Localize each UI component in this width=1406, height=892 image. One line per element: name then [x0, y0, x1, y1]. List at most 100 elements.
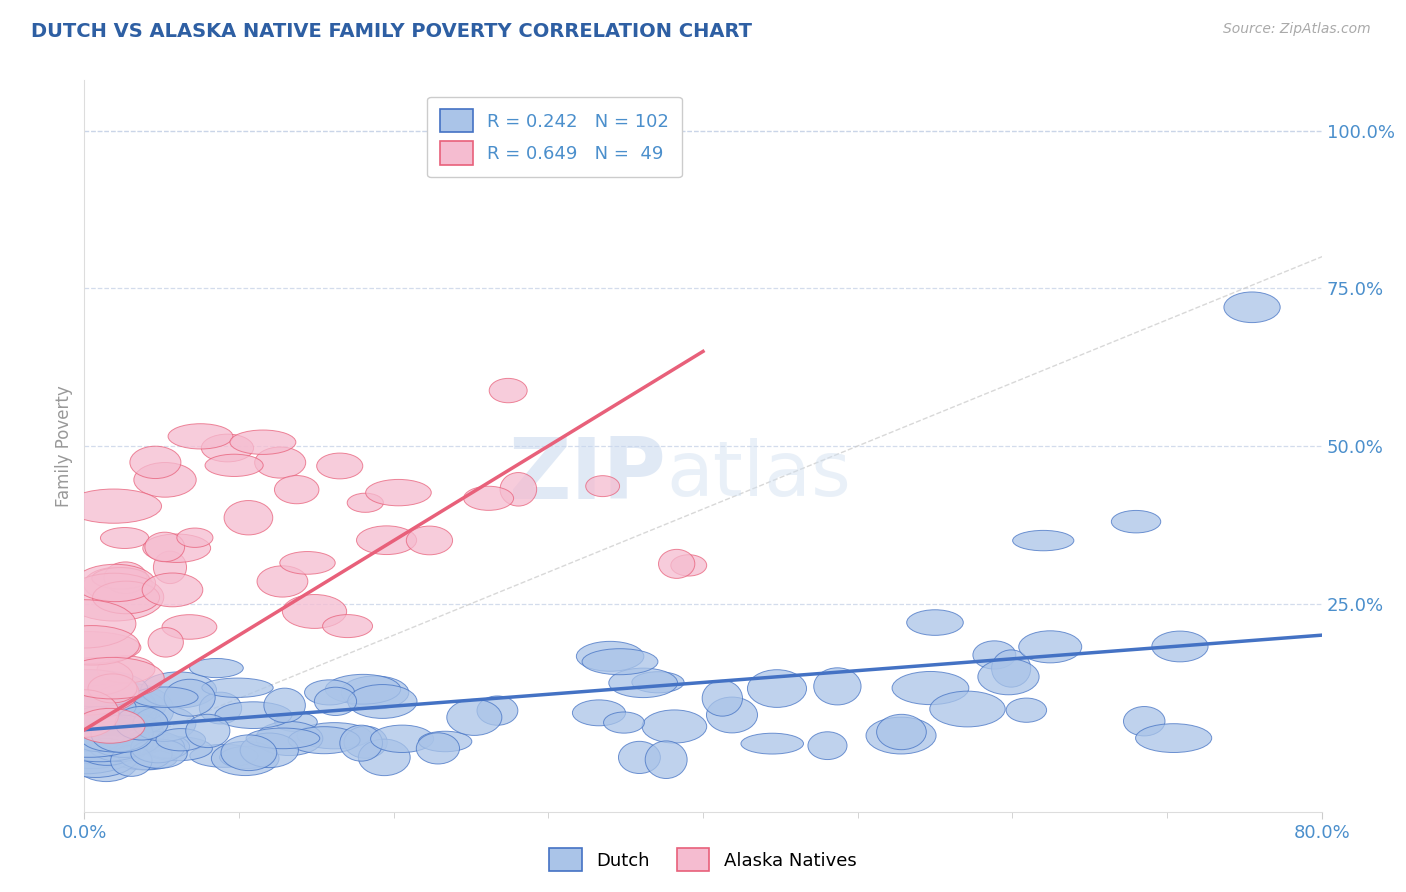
- Ellipse shape: [131, 731, 184, 763]
- Ellipse shape: [359, 739, 411, 776]
- Ellipse shape: [501, 473, 537, 506]
- Ellipse shape: [876, 714, 927, 749]
- Ellipse shape: [814, 668, 860, 705]
- Ellipse shape: [609, 668, 678, 698]
- Ellipse shape: [41, 703, 149, 751]
- Ellipse shape: [75, 708, 145, 743]
- Ellipse shape: [37, 632, 141, 664]
- Ellipse shape: [162, 615, 217, 640]
- Ellipse shape: [65, 574, 163, 621]
- Ellipse shape: [631, 672, 685, 693]
- Ellipse shape: [134, 463, 197, 497]
- Ellipse shape: [447, 699, 502, 735]
- Ellipse shape: [215, 702, 292, 729]
- Ellipse shape: [51, 690, 120, 738]
- Ellipse shape: [297, 723, 373, 749]
- Ellipse shape: [340, 725, 382, 761]
- Ellipse shape: [77, 734, 136, 765]
- Ellipse shape: [240, 733, 298, 768]
- Ellipse shape: [143, 534, 211, 563]
- Ellipse shape: [75, 565, 156, 602]
- Ellipse shape: [929, 691, 1005, 727]
- Ellipse shape: [201, 434, 253, 462]
- Ellipse shape: [44, 697, 131, 734]
- Ellipse shape: [1223, 292, 1281, 323]
- Ellipse shape: [86, 725, 169, 756]
- Ellipse shape: [741, 733, 803, 754]
- Ellipse shape: [808, 731, 846, 760]
- Legend: R = 0.242   N = 102, R = 0.649   N =  49: R = 0.242 N = 102, R = 0.649 N = 49: [427, 96, 682, 178]
- Ellipse shape: [84, 567, 152, 601]
- Ellipse shape: [141, 672, 217, 708]
- Ellipse shape: [1123, 706, 1166, 736]
- Ellipse shape: [658, 549, 695, 578]
- Ellipse shape: [991, 650, 1031, 687]
- Ellipse shape: [246, 728, 319, 748]
- Ellipse shape: [96, 707, 157, 751]
- Ellipse shape: [177, 528, 212, 548]
- Ellipse shape: [65, 695, 149, 726]
- Ellipse shape: [86, 721, 153, 762]
- Ellipse shape: [84, 711, 165, 757]
- Ellipse shape: [406, 526, 453, 555]
- Ellipse shape: [1152, 631, 1208, 662]
- Ellipse shape: [165, 680, 215, 716]
- Ellipse shape: [186, 714, 231, 747]
- Ellipse shape: [254, 447, 305, 478]
- Ellipse shape: [315, 687, 357, 715]
- Ellipse shape: [274, 713, 318, 731]
- Ellipse shape: [280, 551, 335, 574]
- Legend: Dutch, Alaska Natives: Dutch, Alaska Natives: [543, 841, 863, 879]
- Ellipse shape: [73, 739, 139, 781]
- Ellipse shape: [42, 670, 148, 706]
- Ellipse shape: [576, 641, 644, 672]
- Ellipse shape: [702, 681, 742, 716]
- Ellipse shape: [145, 533, 184, 562]
- Ellipse shape: [1111, 510, 1161, 533]
- Ellipse shape: [32, 726, 139, 773]
- Ellipse shape: [45, 697, 142, 732]
- Ellipse shape: [145, 735, 190, 758]
- Ellipse shape: [51, 657, 132, 696]
- Ellipse shape: [91, 715, 153, 753]
- Ellipse shape: [52, 732, 148, 762]
- Ellipse shape: [366, 479, 432, 506]
- Ellipse shape: [202, 678, 273, 698]
- Ellipse shape: [156, 729, 205, 751]
- Ellipse shape: [586, 475, 620, 497]
- Y-axis label: Family Poverty: Family Poverty: [55, 385, 73, 507]
- Ellipse shape: [34, 599, 136, 648]
- Ellipse shape: [645, 741, 688, 779]
- Text: Source: ZipAtlas.com: Source: ZipAtlas.com: [1223, 22, 1371, 37]
- Ellipse shape: [221, 735, 277, 771]
- Ellipse shape: [114, 749, 177, 770]
- Ellipse shape: [264, 688, 305, 723]
- Ellipse shape: [91, 567, 149, 589]
- Ellipse shape: [115, 706, 169, 740]
- Text: atlas: atlas: [666, 438, 851, 512]
- Ellipse shape: [134, 706, 195, 741]
- Ellipse shape: [572, 700, 626, 726]
- Ellipse shape: [60, 657, 165, 699]
- Ellipse shape: [643, 710, 707, 743]
- Ellipse shape: [325, 674, 401, 704]
- Ellipse shape: [148, 628, 183, 657]
- Ellipse shape: [464, 486, 513, 510]
- Ellipse shape: [357, 526, 416, 555]
- Ellipse shape: [866, 717, 936, 754]
- Ellipse shape: [200, 692, 242, 724]
- Ellipse shape: [131, 739, 187, 768]
- Ellipse shape: [342, 676, 409, 709]
- Ellipse shape: [190, 744, 259, 767]
- Ellipse shape: [63, 698, 153, 744]
- Ellipse shape: [305, 680, 354, 705]
- Ellipse shape: [1012, 531, 1074, 550]
- Ellipse shape: [100, 527, 149, 549]
- Ellipse shape: [416, 733, 460, 764]
- Ellipse shape: [97, 656, 155, 683]
- Ellipse shape: [190, 658, 243, 678]
- Ellipse shape: [34, 713, 146, 757]
- Ellipse shape: [84, 689, 166, 724]
- Ellipse shape: [1007, 698, 1046, 723]
- Ellipse shape: [322, 615, 373, 638]
